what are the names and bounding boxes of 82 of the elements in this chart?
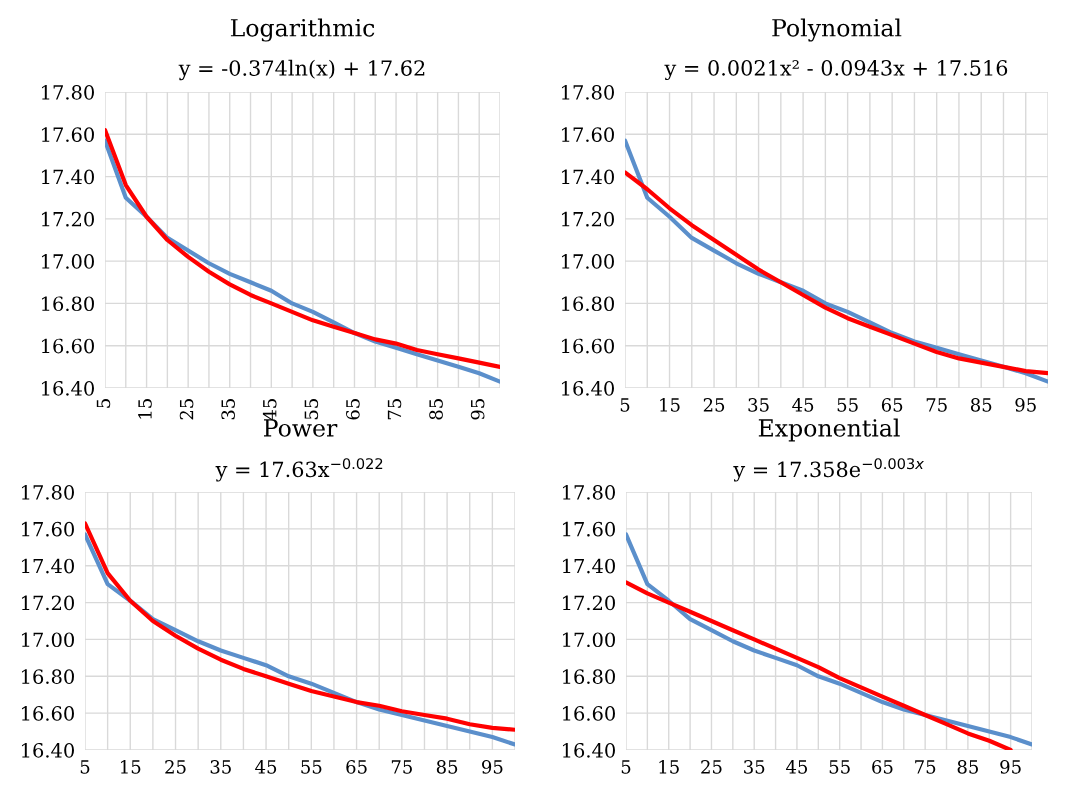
x-tick-label: 75 bbox=[926, 398, 947, 412]
x-tick-label: 85 bbox=[957, 760, 978, 774]
x-tick-label: 35 bbox=[748, 398, 769, 412]
x-tick-label: 5 bbox=[96, 399, 111, 408]
x-tick-label: 75 bbox=[915, 760, 936, 774]
y-tick-label: 16.80 bbox=[41, 296, 94, 312]
y-tick-label: 17.00 bbox=[561, 254, 614, 269]
x-tick-label: 95 bbox=[1015, 398, 1036, 412]
y-tick-label: 16.80 bbox=[562, 669, 615, 684]
y-tick-label: 17.20 bbox=[21, 595, 74, 611]
chart-title: Polynomial bbox=[772, 18, 902, 42]
y-tick-label: 16.60 bbox=[561, 338, 614, 354]
y-tick-label: 17.60 bbox=[41, 127, 94, 142]
y-tick-label: 17.80 bbox=[562, 484, 615, 500]
chart-title: Power bbox=[263, 419, 338, 437]
y-tick-label: 17.80 bbox=[561, 84, 614, 100]
x-tick-label: 85 bbox=[436, 760, 458, 774]
line-series bbox=[625, 170, 1048, 376]
x-tick-label: 45 bbox=[786, 760, 808, 774]
y-tick-label: 16.80 bbox=[561, 296, 614, 312]
y-tick-label: 17.20 bbox=[41, 211, 94, 227]
x-tick-label: 25 bbox=[703, 398, 725, 412]
y-tick-label: 17.20 bbox=[562, 595, 615, 611]
x-tick-label: 35 bbox=[210, 760, 231, 774]
x-tick-label: 35 bbox=[221, 399, 235, 420]
y-tick-label: 16.40 bbox=[41, 380, 94, 396]
y-tick-label: 16.40 bbox=[561, 380, 614, 396]
y-tick-label: 17.60 bbox=[562, 521, 615, 537]
chart-subtitle: y = 0.0021x² - 0.0943x + 17.516 bbox=[664, 59, 1008, 81]
y-tick-label: 17.20 bbox=[561, 211, 614, 227]
chart-subtitle: y = 17.63x$^{−0.022}$ bbox=[215, 458, 383, 482]
x-tick-label: 85 bbox=[970, 398, 992, 412]
y-tick-label: 17.40 bbox=[21, 558, 74, 574]
x-tick-label: 35 bbox=[744, 760, 765, 774]
x-tick-label: 15 bbox=[660, 398, 680, 412]
y-tick-label: 16.80 bbox=[21, 669, 74, 684]
x-tick-label: 45 bbox=[255, 760, 277, 774]
x-tick-label: 25 bbox=[179, 399, 194, 420]
y-tick-label: 17.60 bbox=[21, 521, 74, 537]
x-tick-label: 25 bbox=[701, 760, 722, 774]
x-tick-label: 15 bbox=[120, 760, 141, 774]
y-tick-label: 16.40 bbox=[562, 742, 615, 758]
x-tick-label: 65 bbox=[881, 398, 903, 412]
y-tick-label: 17.00 bbox=[41, 254, 94, 269]
x-tick-label: 65 bbox=[872, 760, 893, 774]
chart-subtitle: y = -0.374ln(x) + 17.62 bbox=[178, 59, 425, 81]
chart-subtitle: y = 17.358e$^{−0.003x}$ bbox=[733, 458, 924, 482]
y-tick-label: 16.60 bbox=[562, 706, 615, 721]
x-tick-label: 55 bbox=[837, 398, 858, 412]
x-tick-label: 75 bbox=[391, 760, 412, 774]
line-series bbox=[626, 580, 1013, 750]
x-tick-label: 15 bbox=[138, 399, 152, 419]
y-tick-label: 17.40 bbox=[562, 558, 615, 574]
y-tick-label: 17.40 bbox=[41, 169, 94, 185]
x-tick-label: 5 bbox=[620, 398, 630, 412]
x-tick-label: 75 bbox=[387, 399, 402, 420]
y-tick-label: 17.60 bbox=[561, 127, 614, 142]
y-tick-label: 17.80 bbox=[41, 84, 94, 100]
x-tick-label: 25 bbox=[165, 760, 186, 774]
x-tick-label: 55 bbox=[301, 760, 322, 774]
x-tick-label: 55 bbox=[304, 399, 319, 420]
x-tick-label: 15 bbox=[659, 760, 679, 774]
x-tick-label: 5 bbox=[621, 760, 631, 774]
x-tick-label: 45 bbox=[262, 399, 277, 421]
x-tick-label: 95 bbox=[482, 760, 503, 774]
y-tick-label: 16.40 bbox=[21, 742, 74, 758]
x-tick-label: 95 bbox=[1000, 760, 1021, 774]
x-tick-label: 65 bbox=[346, 399, 360, 420]
x-tick-label: 5 bbox=[80, 760, 90, 774]
x-tick-label: 85 bbox=[429, 399, 443, 420]
y-tick-label: 17.00 bbox=[21, 632, 74, 648]
y-tick-label: 17.80 bbox=[21, 484, 74, 500]
chart-title: Logarithmic bbox=[230, 18, 375, 42]
chart-title: Exponential bbox=[758, 418, 900, 442]
x-tick-label: 95 bbox=[470, 399, 485, 420]
x-tick-label: 45 bbox=[792, 398, 814, 412]
x-tick-label: 55 bbox=[829, 760, 850, 774]
y-tick-label: 16.60 bbox=[21, 706, 74, 721]
y-tick-label: 16.60 bbox=[41, 338, 94, 354]
x-tick-label: 65 bbox=[346, 760, 367, 774]
y-tick-label: 17.00 bbox=[562, 632, 615, 648]
y-tick-label: 17.40 bbox=[561, 169, 614, 185]
